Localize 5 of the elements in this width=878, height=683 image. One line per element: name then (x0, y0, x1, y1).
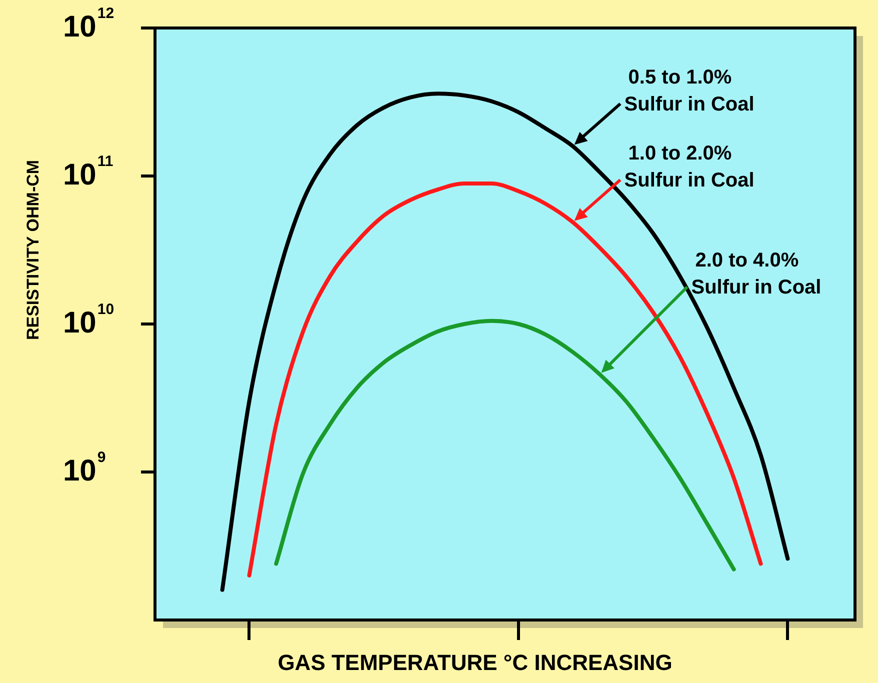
y-axis-title: RESISTIVITY OHM-CM (24, 160, 43, 340)
text: 2.0 to 4.0% Sulfur in Coal (691, 249, 822, 298)
x-axis-title: GAS TEMPERATURE °C INCREASING (278, 650, 672, 676)
text: 0.5 to 1.0% Sulfur in Coal (624, 66, 754, 116)
text: 1.0 to 2.0% Sulfur in Coal (624, 142, 754, 192)
